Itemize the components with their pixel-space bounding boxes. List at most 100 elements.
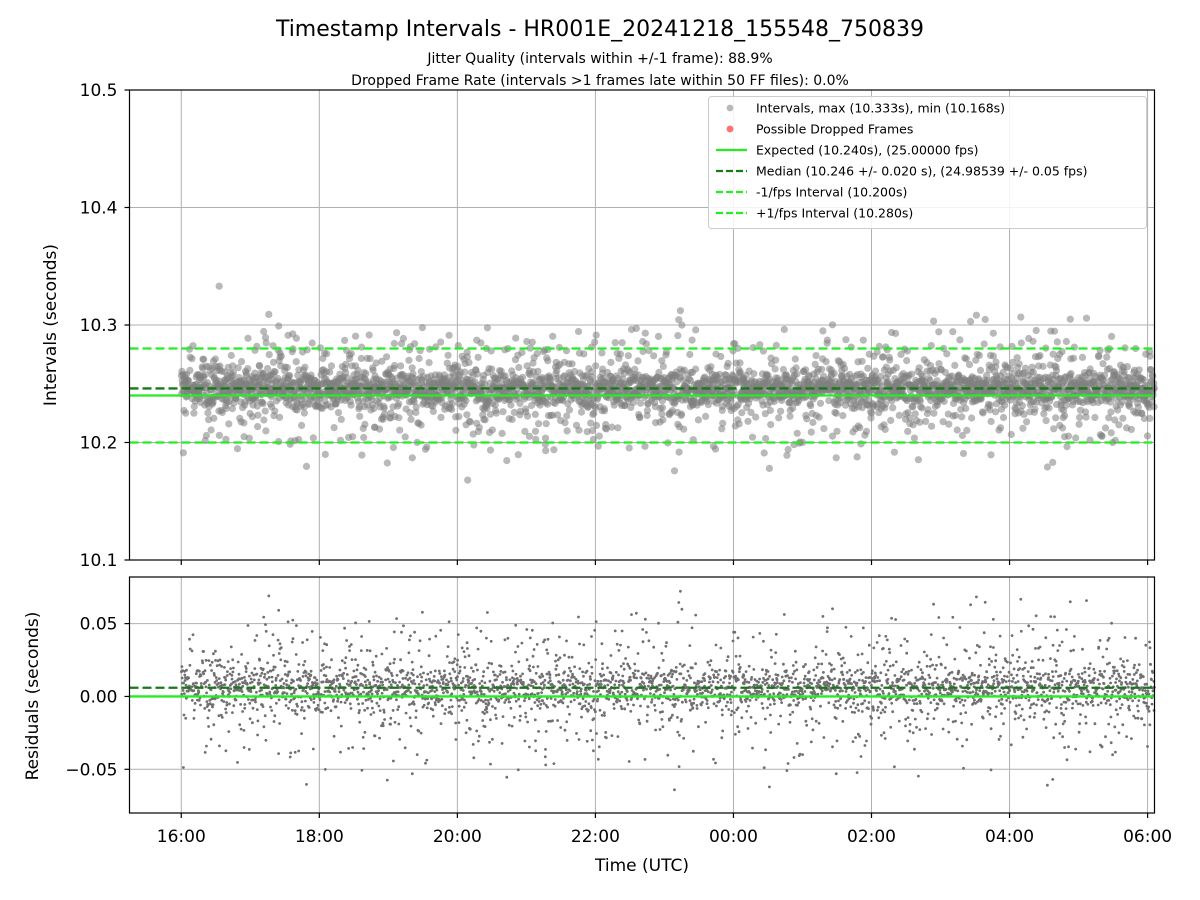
residual-point <box>416 692 420 696</box>
residual-point <box>443 669 446 673</box>
residual-point <box>361 735 365 739</box>
interval-point <box>283 363 291 372</box>
interval-point <box>1058 348 1066 356</box>
interval-point <box>868 409 876 417</box>
interval-point <box>190 402 198 411</box>
residual-point <box>534 682 538 686</box>
residual-point <box>356 697 359 701</box>
interval-point <box>1125 402 1134 410</box>
residual-point <box>225 701 229 704</box>
residual-point <box>221 690 225 694</box>
interval-point <box>234 364 242 372</box>
residual-point <box>305 783 308 786</box>
residual-point <box>266 671 270 674</box>
interval-point <box>1036 352 1044 360</box>
residual-point <box>603 714 606 717</box>
residual-point <box>382 708 386 712</box>
residual-point <box>483 712 486 715</box>
residual-point <box>563 670 566 674</box>
interval-point <box>1108 332 1116 340</box>
interval-point <box>411 340 419 348</box>
interval-point <box>858 357 866 365</box>
residual-point <box>527 697 531 701</box>
residual-point <box>461 680 465 683</box>
residual-point <box>453 670 457 673</box>
residual-point <box>391 693 394 696</box>
residual-point <box>471 743 475 746</box>
residual-point <box>363 708 367 712</box>
residual-point <box>333 690 337 693</box>
residual-point <box>521 682 525 686</box>
residual-point <box>586 683 589 687</box>
interval-point <box>752 413 760 421</box>
residual-point <box>425 683 429 687</box>
interval-point <box>987 417 995 426</box>
residual-point <box>422 684 426 688</box>
residual-point <box>249 690 253 693</box>
residual-point <box>180 665 184 668</box>
interval-point <box>1076 413 1084 421</box>
residual-point <box>313 676 317 680</box>
interval-point <box>935 328 943 336</box>
residual-point <box>468 727 472 731</box>
interval-point <box>943 350 951 358</box>
residual-point <box>453 657 457 661</box>
interval-point <box>186 366 194 374</box>
interval-point <box>592 362 600 370</box>
residual-point <box>188 647 192 651</box>
interval-point <box>531 427 540 435</box>
interval-point <box>261 407 269 415</box>
residual-point <box>294 687 298 691</box>
residual-point <box>482 693 486 696</box>
residual-point <box>406 671 410 675</box>
residual-point <box>546 637 550 641</box>
residual-point <box>541 674 545 678</box>
residual-point <box>593 679 597 683</box>
residual-point <box>223 666 226 669</box>
residual-point <box>577 615 580 619</box>
residual-point <box>608 689 612 693</box>
residual-point <box>440 675 443 678</box>
interval-point <box>510 408 518 416</box>
interval-point <box>918 404 926 412</box>
residual-point <box>456 675 459 679</box>
residual-point <box>442 691 445 695</box>
residual-point <box>559 726 563 729</box>
residual-point <box>372 678 376 682</box>
residual-point <box>432 675 436 678</box>
interval-point <box>347 401 355 409</box>
residual-point <box>338 674 341 677</box>
interval-point <box>535 420 543 428</box>
interval-point <box>1115 421 1123 429</box>
interval-point <box>641 442 649 450</box>
interval-point <box>678 410 686 418</box>
interval-point <box>962 404 970 413</box>
interval-point <box>996 424 1005 432</box>
interval-point <box>976 366 985 374</box>
residual-point <box>543 755 547 759</box>
residual-point <box>612 707 616 710</box>
residual-point <box>239 727 243 731</box>
residual-point <box>562 697 565 700</box>
residual-point <box>238 682 241 686</box>
residual-point <box>323 701 327 705</box>
residual-point <box>333 687 337 690</box>
residual-point <box>506 690 510 693</box>
residual-point <box>389 683 393 687</box>
interval-point <box>650 352 658 360</box>
residual-point <box>586 708 590 712</box>
residual-point <box>288 670 292 674</box>
residual-point <box>430 697 433 701</box>
chart-title: Timestamp Intervals - HR001E_20241218_15… <box>275 17 924 42</box>
interval-point <box>408 364 416 372</box>
residual-point <box>480 679 484 683</box>
interval-point <box>548 411 557 419</box>
residual-point <box>450 705 454 708</box>
residual-point <box>517 697 520 701</box>
residual-point <box>488 679 492 683</box>
interval-point <box>1017 313 1025 321</box>
residual-point <box>261 705 265 708</box>
interval-point <box>939 418 947 426</box>
legend-label: Median (10.246 +/- 0.020 s), (24.98539 +… <box>756 164 1087 179</box>
interval-point <box>634 357 642 365</box>
